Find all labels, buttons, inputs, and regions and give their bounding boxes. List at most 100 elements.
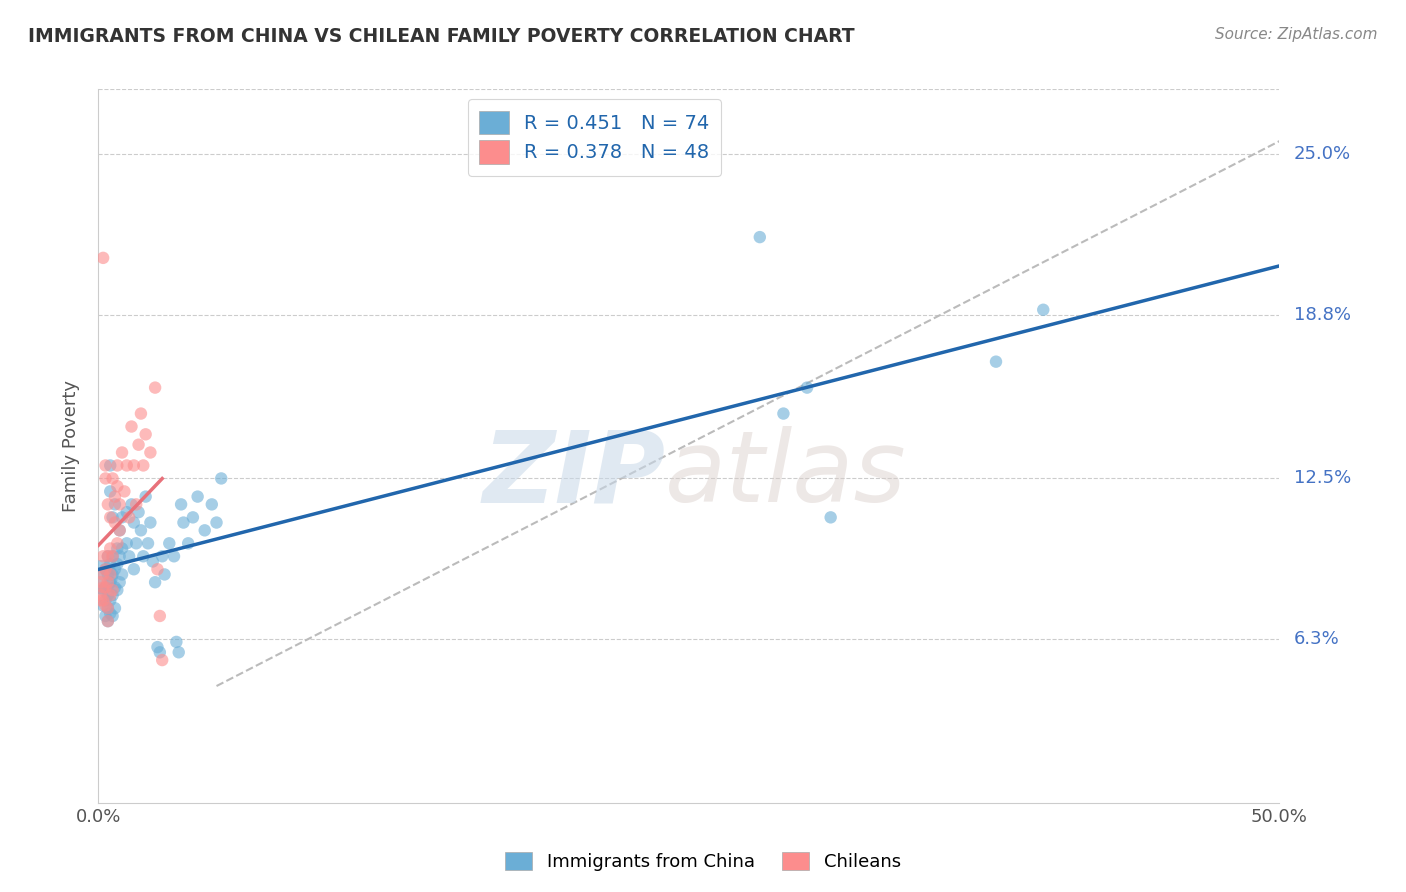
Point <box>91 549 114 564</box>
Point <box>150 653 173 667</box>
Point <box>97 614 120 628</box>
Point <box>111 510 134 524</box>
Text: 18.8%: 18.8% <box>1294 306 1351 324</box>
Point <box>796 381 818 395</box>
Point <box>984 354 1007 368</box>
Point <box>163 549 186 564</box>
Point <box>172 516 194 530</box>
Point <box>122 458 145 473</box>
Point <box>101 609 124 624</box>
Point <box>97 614 120 628</box>
Text: Source: ZipAtlas.com: Source: ZipAtlas.com <box>1215 27 1378 42</box>
Point <box>115 505 138 519</box>
Point <box>91 567 114 582</box>
Point <box>122 562 145 576</box>
Point <box>90 570 112 584</box>
Text: IMMIGRANTS FROM CHINA VS CHILEAN FAMILY POVERTY CORRELATION CHART: IMMIGRANTS FROM CHINA VS CHILEAN FAMILY … <box>28 27 855 45</box>
Point <box>91 582 114 597</box>
Point <box>101 582 124 597</box>
Point <box>187 490 209 504</box>
Point <box>128 438 150 452</box>
Point <box>97 567 120 582</box>
Text: 12.5%: 12.5% <box>1294 469 1351 487</box>
Point <box>94 609 117 624</box>
Point <box>143 575 166 590</box>
Point <box>139 445 162 459</box>
Point <box>94 593 117 607</box>
Point <box>101 549 124 564</box>
Point <box>128 505 150 519</box>
Point <box>146 562 169 576</box>
Point <box>97 601 120 615</box>
Point <box>105 541 128 556</box>
Point <box>104 490 127 504</box>
Point <box>820 510 842 524</box>
Point <box>122 516 145 530</box>
Point <box>105 582 128 597</box>
Point <box>135 490 157 504</box>
Point <box>143 381 166 395</box>
Point <box>112 484 135 499</box>
Point <box>149 645 172 659</box>
Point <box>98 510 121 524</box>
Point <box>132 549 155 564</box>
Point <box>108 575 131 590</box>
Point <box>91 581 114 595</box>
Point <box>149 609 172 624</box>
Point <box>91 599 114 613</box>
Point <box>105 458 128 473</box>
Point <box>101 588 124 602</box>
Y-axis label: Family Poverty: Family Poverty <box>62 380 80 512</box>
Point <box>108 497 131 511</box>
Point <box>98 607 121 621</box>
Point <box>136 536 159 550</box>
Point <box>97 575 120 590</box>
Point <box>111 567 134 582</box>
Point <box>108 549 131 564</box>
Point <box>101 567 124 582</box>
Point <box>90 588 112 602</box>
Point <box>90 593 112 607</box>
Point <box>181 510 204 524</box>
Point <box>101 471 124 485</box>
Point <box>94 458 117 473</box>
Point <box>194 524 217 538</box>
Point <box>98 557 121 571</box>
Point <box>91 251 114 265</box>
Point <box>132 458 155 473</box>
Point <box>150 549 173 564</box>
Point <box>94 599 117 613</box>
Point <box>121 497 143 511</box>
Point <box>142 554 165 568</box>
Text: 25.0%: 25.0% <box>1294 145 1351 163</box>
Point <box>94 471 117 485</box>
Point <box>165 635 187 649</box>
Point <box>101 549 124 564</box>
Point <box>101 510 124 524</box>
Point <box>748 230 770 244</box>
Point <box>1032 302 1054 317</box>
Point <box>115 536 138 550</box>
Point <box>125 536 148 550</box>
Point <box>111 541 134 556</box>
Point <box>97 588 120 602</box>
Point <box>90 575 112 590</box>
Point <box>125 497 148 511</box>
Point <box>157 536 180 550</box>
Point <box>108 524 131 538</box>
Point <box>104 601 127 615</box>
Point <box>135 427 157 442</box>
Point <box>94 581 117 595</box>
Point <box>94 562 117 576</box>
Point <box>118 510 141 524</box>
Point <box>105 536 128 550</box>
Legend: R = 0.451   N = 74, R = 0.378   N = 48: R = 0.451 N = 74, R = 0.378 N = 48 <box>468 99 721 176</box>
Point <box>167 645 190 659</box>
Point <box>170 497 193 511</box>
Point <box>97 601 120 615</box>
Point <box>209 471 232 485</box>
Point <box>108 524 131 538</box>
Point <box>118 549 141 564</box>
Point <box>98 458 121 473</box>
Point <box>98 567 121 582</box>
